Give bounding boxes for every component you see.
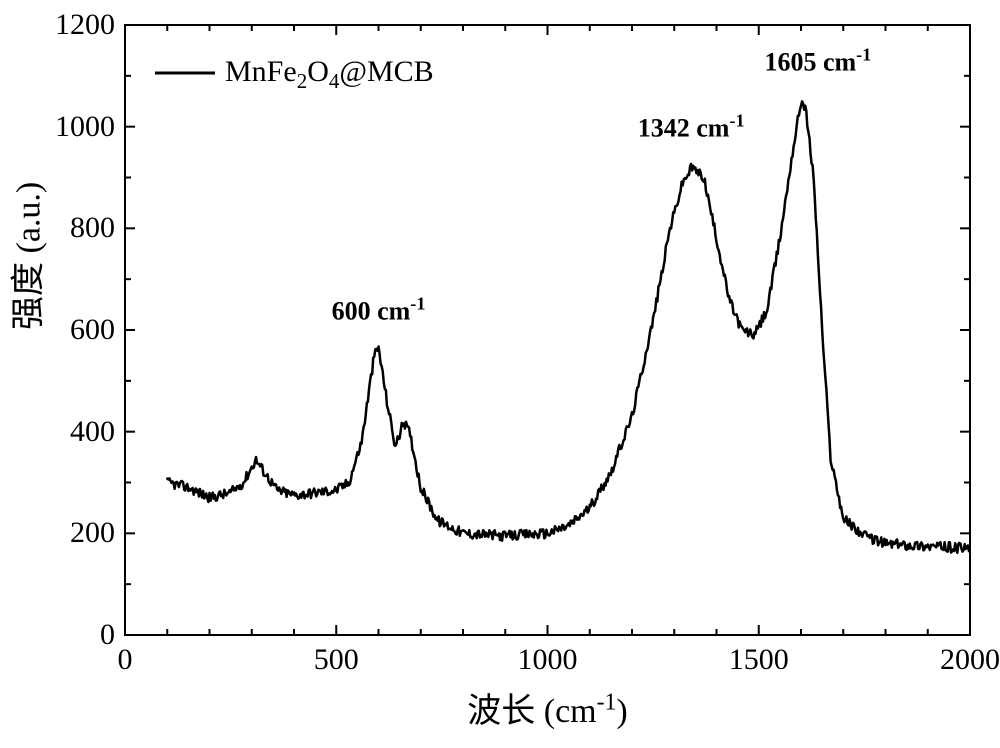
x-tick-label: 1000 xyxy=(518,643,578,677)
x-tick-label: 1500 xyxy=(729,643,789,677)
x-tick-label: 500 xyxy=(314,643,359,677)
y-tick-label: 200 xyxy=(70,516,115,550)
raman-spectrum-chart: 强度 (a.u.) 波长 (cm-1) MnFe2O4@MCB 600 cm-1… xyxy=(0,0,1000,743)
peak-annotation-1605: 1605 cm-1 xyxy=(764,44,871,77)
y-tick-label: 0 xyxy=(100,618,115,652)
y-tick-label: 800 xyxy=(70,211,115,245)
peak-annotation-1342: 1342 cm-1 xyxy=(638,110,745,143)
y-axis-label: 强度 (a.u.) xyxy=(1,182,50,330)
y-tick-label: 400 xyxy=(70,415,115,449)
x-tick-label: 2000 xyxy=(940,643,1000,677)
y-tick-label: 1200 xyxy=(55,8,115,42)
y-tick-label: 1000 xyxy=(55,110,115,144)
legend-label: MnFe2O4@MCB xyxy=(225,55,434,94)
chart-canvas xyxy=(0,0,1000,743)
peak-annotation-600: 600 cm-1 xyxy=(332,293,426,326)
y-tick-label: 600 xyxy=(70,313,115,347)
x-axis-label: 波长 (cm-1) xyxy=(467,683,628,732)
x-tick-label: 0 xyxy=(118,643,133,677)
